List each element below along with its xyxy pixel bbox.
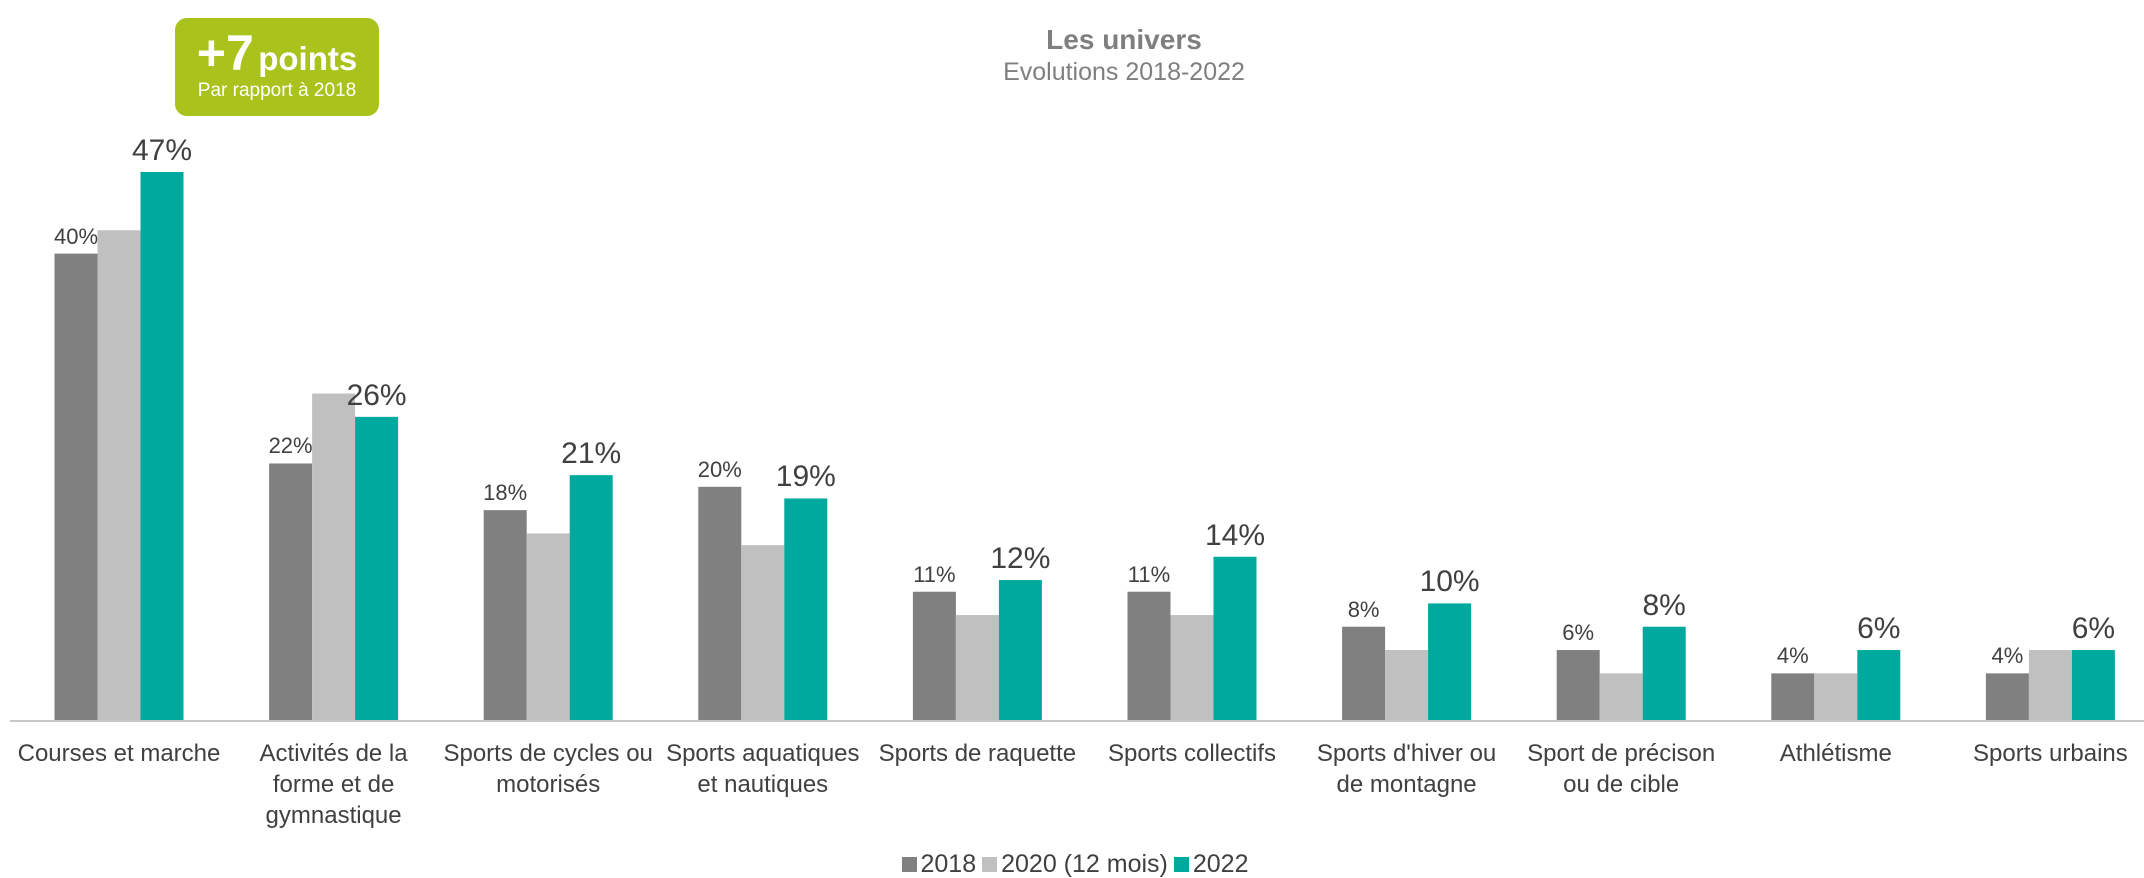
bar	[483, 510, 527, 720]
chart-title: Les univers	[1046, 24, 1202, 55]
value-label: 20%	[697, 456, 742, 482]
legend-label: 2018	[920, 850, 977, 878]
bar	[1985, 673, 2029, 720]
legend-swatch	[1173, 857, 1189, 872]
value-label: 19%	[775, 460, 836, 494]
value-label: 21%	[561, 437, 622, 471]
bar	[784, 498, 828, 720]
bar	[355, 416, 399, 720]
value-label: 11%	[1127, 561, 1171, 587]
bar	[1127, 591, 1171, 720]
value-label: 4%	[1991, 643, 2024, 669]
value-label: 26%	[346, 378, 407, 412]
bar	[955, 615, 999, 720]
value-label: 22%	[268, 433, 313, 459]
bar	[140, 171, 184, 721]
bar	[1771, 673, 1815, 720]
bar	[2028, 650, 2072, 720]
badge-note: Par rapport à 2018	[197, 80, 357, 101]
x-tick-label: Sports de cycles ou motorisés	[443, 740, 653, 798]
x-tick-label: Courses et marche	[17, 740, 221, 767]
x-tick-label: Sports d'hiver ou de montagne	[1316, 740, 1497, 798]
bar	[741, 545, 785, 720]
bar	[526, 533, 570, 720]
value-label: 6%	[1562, 620, 1595, 646]
value-label: 8%	[1347, 596, 1380, 622]
value-label: 11%	[913, 561, 956, 587]
value-label: 10%	[1419, 565, 1480, 599]
bar	[698, 486, 742, 720]
bar	[998, 580, 1042, 720]
bar	[1556, 650, 1600, 720]
value-label: 12%	[990, 542, 1051, 576]
bar	[1170, 615, 1214, 720]
badge-number: +7	[196, 25, 254, 81]
bar	[1385, 650, 1429, 720]
bar	[1857, 650, 1901, 720]
value-label: 14%	[1204, 518, 1266, 552]
x-tick-label: Sport de précison ou de cible	[1527, 740, 1716, 798]
value-label: 6%	[1857, 612, 1901, 646]
bar	[1814, 673, 1858, 720]
badge-word: points	[258, 40, 358, 77]
legend-swatch	[982, 857, 998, 872]
value-label: 47%	[131, 133, 193, 167]
bar	[2071, 650, 2115, 720]
bar	[54, 253, 98, 720]
bar	[1599, 673, 1643, 720]
x-tick-label: Sports de raquette	[878, 740, 1077, 767]
x-tick-label: Sports aquatiques et nautiques	[666, 740, 860, 798]
legend-swatch	[901, 857, 917, 872]
x-tick-label: Athlétisme	[1779, 740, 1892, 767]
bar	[269, 463, 313, 720]
legend-label: 2020 (12 mois)	[1001, 850, 1168, 878]
value-label: 4%	[1776, 643, 1809, 669]
x-tick-label: Sports collectifs	[1107, 740, 1277, 767]
bar	[569, 475, 613, 720]
chart-subtitle: Evolutions 2018-2022	[1003, 58, 1245, 86]
bar	[1428, 603, 1472, 720]
legend-label: 2022	[1192, 850, 1249, 878]
legend: 2018 2020 (12 mois) 2022	[0, 850, 2144, 878]
x-tick-label: Sports urbains	[1973, 740, 2128, 767]
bar	[1642, 626, 1686, 720]
value-label: 6%	[2071, 612, 2116, 646]
bar	[1342, 626, 1386, 720]
bar	[912, 591, 956, 720]
bar	[1213, 556, 1257, 720]
value-label: 8%	[1642, 588, 1686, 622]
value-label: 18%	[483, 480, 528, 506]
x-tick-label: Activités de la forme et de gymnastique	[259, 740, 408, 829]
bar	[97, 230, 141, 720]
badge: +7 points Par rapport à 2018	[175, 18, 379, 116]
bar	[312, 393, 356, 720]
value-label: 40%	[53, 223, 99, 249]
